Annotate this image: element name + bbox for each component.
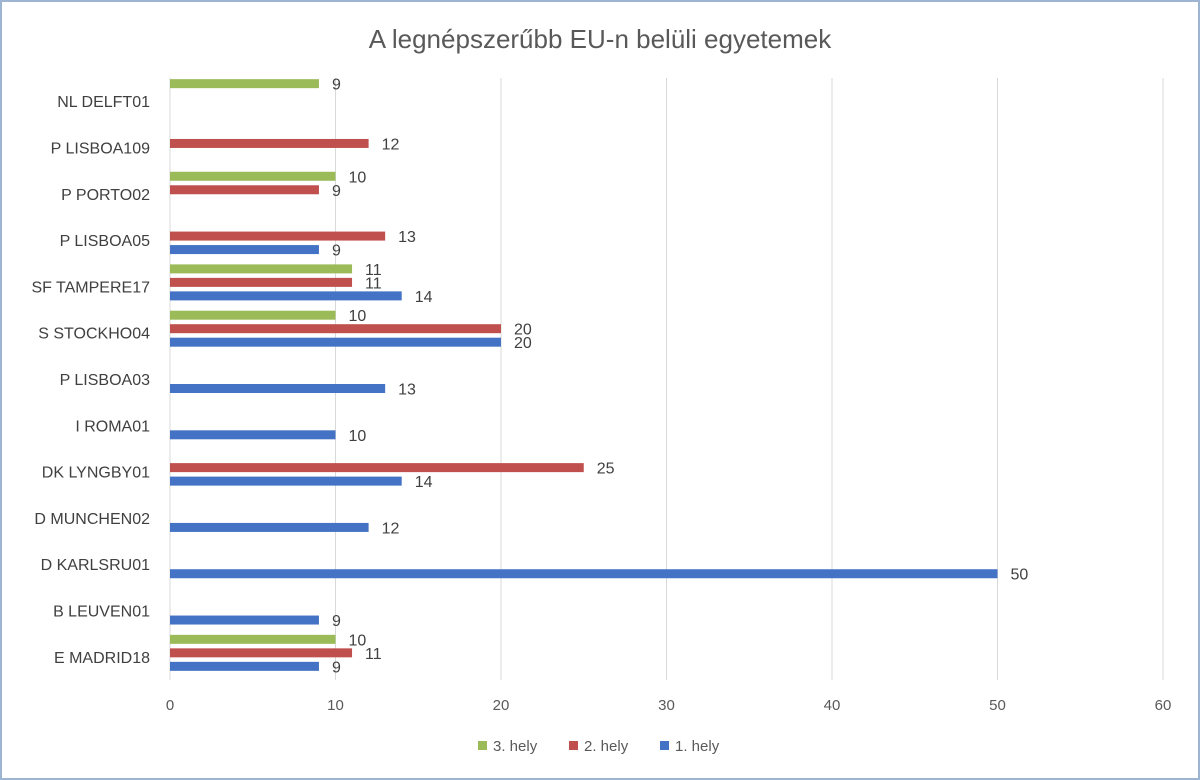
data-label: 20 xyxy=(514,322,532,339)
category-label: E MADRID18 xyxy=(54,650,150,667)
bar xyxy=(170,310,336,320)
x-tick-label: 20 xyxy=(493,697,510,714)
bar xyxy=(170,337,501,347)
data-label: 50 xyxy=(1011,567,1029,584)
data-label: 9 xyxy=(332,613,341,630)
bar xyxy=(170,661,319,671)
data-label: 13 xyxy=(398,382,416,399)
bar xyxy=(170,264,353,274)
legend: 3. hely 2. hely 1. hely xyxy=(478,738,720,755)
data-label: 9 xyxy=(332,243,341,260)
data-label: 13 xyxy=(398,229,416,246)
category-label: I ROMA01 xyxy=(75,418,150,435)
data-label: 12 xyxy=(382,136,400,153)
bar xyxy=(170,185,319,195)
bar xyxy=(170,476,402,486)
category-label: S STOCKHO04 xyxy=(38,326,150,343)
data-label: 20 xyxy=(514,335,532,352)
bar xyxy=(170,245,319,255)
data-label: 25 xyxy=(597,461,615,478)
bar xyxy=(170,384,386,393)
bar xyxy=(170,648,353,658)
gridlines xyxy=(169,78,1164,680)
legend-entry: 2. hely xyxy=(584,738,629,755)
category-label: D KARLSRU01 xyxy=(41,557,150,574)
legend-swatch xyxy=(569,741,578,750)
data-label: 10 xyxy=(349,428,367,445)
x-tick-label: 30 xyxy=(658,697,675,714)
data-label: 9 xyxy=(332,659,341,676)
data-label: 11 xyxy=(365,275,382,292)
data-label: 10 xyxy=(349,169,367,186)
x-tick-label: 0 xyxy=(166,697,174,714)
bar xyxy=(170,79,319,89)
x-tick-label: 50 xyxy=(989,697,1006,714)
category-label: B LEUVEN01 xyxy=(53,604,150,621)
bar xyxy=(170,430,336,440)
bar xyxy=(170,324,501,334)
bar xyxy=(170,569,998,579)
x-tick-label: 10 xyxy=(327,697,344,714)
data-label: 14 xyxy=(415,289,433,306)
x-tick-label: 40 xyxy=(824,697,841,714)
legend-entry: 1. hely xyxy=(675,738,720,755)
category-label: P LISBOA03 xyxy=(60,372,151,389)
category-labels: E MADRID18 B LEUVEN01 D KARLSRU01 D MUNCHEN… xyxy=(31,94,150,667)
category-label: P PORTO02 xyxy=(61,187,150,204)
bar xyxy=(170,522,369,532)
legend-swatch xyxy=(478,741,487,750)
category-label: NL DELFT01 xyxy=(57,94,150,111)
bar xyxy=(170,634,336,644)
category-label: P LISBOA109 xyxy=(51,140,150,157)
data-label: 9 xyxy=(332,77,341,94)
bar xyxy=(170,231,386,241)
data-label: 10 xyxy=(349,632,367,649)
data-label: 12 xyxy=(382,520,400,537)
legend-entry: 3. hely xyxy=(493,738,538,755)
bar xyxy=(170,171,336,181)
category-label: D MUNCHEN02 xyxy=(34,511,150,528)
data-label: 11 xyxy=(365,262,382,279)
data-label: 11 xyxy=(365,646,382,663)
data-label: 14 xyxy=(415,474,433,491)
legend-swatch xyxy=(660,741,669,750)
x-tick-label: 60 xyxy=(1155,697,1172,714)
x-tick-labels: 0 10 20 30 40 50 60 xyxy=(166,697,1172,714)
data-label: 10 xyxy=(349,308,367,325)
bar xyxy=(170,277,353,287)
category-label: DK LYNGBY01 xyxy=(42,465,150,482)
bar xyxy=(170,463,584,473)
bar xyxy=(170,615,319,625)
bars xyxy=(170,79,998,671)
category-label: P LISBOA05 xyxy=(60,233,151,250)
chart-title: A legnépszerűbb EU-n belüli egyetemek xyxy=(368,24,832,54)
bar xyxy=(170,291,402,301)
category-label: SF TAMPERE17 xyxy=(31,279,150,296)
bar xyxy=(170,138,369,148)
data-label: 9 xyxy=(332,183,341,200)
